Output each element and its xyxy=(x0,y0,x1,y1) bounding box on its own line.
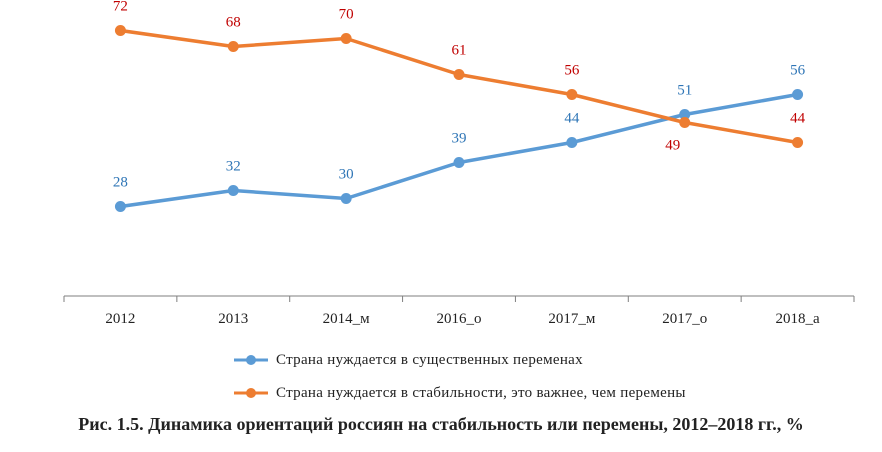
data-point xyxy=(566,89,578,100)
x-tick-label: 2017_м xyxy=(548,311,596,327)
legend-item-changes: Страна нуждается в существенных перемена… xyxy=(234,349,583,371)
data-label: 30 xyxy=(339,167,354,183)
data-point xyxy=(227,185,239,196)
data-point xyxy=(340,193,352,204)
data-point xyxy=(453,69,465,80)
data-label: 28 xyxy=(113,175,128,191)
x-axis: 2012 2013 2014_м 2016_о 2017_м 2017_о 2018_а xyxy=(63,295,855,327)
data-label: 49 xyxy=(665,138,680,154)
x-tick-label: 2018_а xyxy=(775,311,820,327)
data-point xyxy=(792,137,804,148)
data-label: 44 xyxy=(564,111,580,127)
data-point xyxy=(114,25,126,36)
x-tick-label: 2017_о xyxy=(662,311,707,327)
legend-swatch-changes xyxy=(234,355,268,365)
data-point xyxy=(679,117,691,128)
x-tick-label: 2013 xyxy=(218,311,248,327)
data-label: 72 xyxy=(113,0,128,15)
x-tick-label: 2014_м xyxy=(323,311,371,327)
data-point xyxy=(679,109,691,120)
data-point xyxy=(114,201,126,212)
data-point xyxy=(792,89,804,100)
data-point xyxy=(566,137,578,148)
x-tick-label: 2016_о xyxy=(437,311,482,327)
data-label: 70 xyxy=(339,7,354,23)
line-chart: 2012 2013 2014_м 2016_о 2017_м 2017_о 2018_а 2… xyxy=(63,0,855,327)
series-layer: 28 32 30 39 44 51 56 72 68 70 61 56 49 44 xyxy=(113,0,806,212)
data-point xyxy=(340,33,352,44)
data-label: 61 xyxy=(452,43,467,59)
series-line-0 xyxy=(118,92,800,209)
data-label: 32 xyxy=(226,159,241,175)
data-label: 39 xyxy=(452,131,467,147)
data-label: 56 xyxy=(564,63,580,79)
legend-item-stability: Страна нуждается в стабильности, это важ… xyxy=(234,382,686,404)
data-label: 51 xyxy=(677,83,692,99)
data-label: 68 xyxy=(226,15,241,31)
legend-label-changes: Страна нуждается в существенных перемена… xyxy=(276,351,583,368)
x-tick-label: 2012 xyxy=(105,311,135,327)
legend-label-stability: Страна нуждается в стабильности, это важ… xyxy=(276,384,686,401)
legend-swatch-stability xyxy=(234,388,268,398)
figure-caption: Рис. 1.5. Динамика ориентаций россиян на… xyxy=(78,414,804,434)
data-point xyxy=(453,157,465,168)
data-label: 56 xyxy=(790,63,806,79)
data-label: 44 xyxy=(790,111,806,127)
data-point xyxy=(227,41,239,52)
